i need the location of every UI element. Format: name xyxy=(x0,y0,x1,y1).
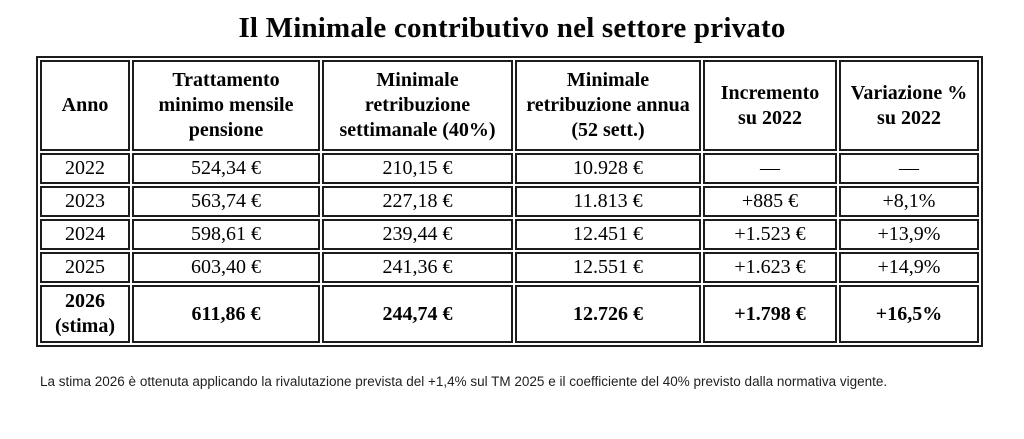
cell-variazione: +16,5% xyxy=(839,285,979,343)
cell-variazione: +8,1% xyxy=(839,186,979,217)
table-row-2022: 2022 524,34 € 210,15 € 10.928 € — — xyxy=(40,153,979,184)
header-incremento: Incremento su 2022 xyxy=(703,60,837,151)
cell-settimanale: 244,74 € xyxy=(322,285,513,343)
minimale-contributivo-table: Anno Trattamento minimo mensile pensione… xyxy=(36,56,983,347)
header-minimale-annua: Minimale retribuzione annua (52 sett.) xyxy=(515,60,701,151)
cell-anno: 2023 xyxy=(40,186,130,217)
cell-trattamento: 603,40 € xyxy=(132,252,320,283)
cell-settimanale: 239,44 € xyxy=(322,219,513,250)
cell-incremento: +1.523 € xyxy=(703,219,837,250)
header-variazione: Variazione % su 2022 xyxy=(839,60,979,151)
cell-trattamento: 598,61 € xyxy=(132,219,320,250)
table-header-row: Anno Trattamento minimo mensile pensione… xyxy=(40,60,979,151)
cell-variazione: — xyxy=(839,153,979,184)
cell-settimanale: 241,36 € xyxy=(322,252,513,283)
header-minimale-settimanale: Minimale retribuzione settimanale (40%) xyxy=(322,60,513,151)
cell-anno: 2022 xyxy=(40,153,130,184)
cell-annua: 12.451 € xyxy=(515,219,701,250)
cell-settimanale: 210,15 € xyxy=(322,153,513,184)
cell-anno: 2025 xyxy=(40,252,130,283)
cell-trattamento: 611,86 € xyxy=(132,285,320,343)
cell-incremento: — xyxy=(703,153,837,184)
cell-anno: 2024 xyxy=(40,219,130,250)
footnote-stima-2026: La stima 2026 è ottenuta applicando la r… xyxy=(40,374,888,389)
cell-variazione: +13,9% xyxy=(839,219,979,250)
cell-variazione: +14,9% xyxy=(839,252,979,283)
cell-annua: 10.928 € xyxy=(515,153,701,184)
cell-annua: 12.726 € xyxy=(515,285,701,343)
cell-incremento: +1.798 € xyxy=(703,285,837,343)
cell-trattamento: 524,34 € xyxy=(132,153,320,184)
header-trattamento-minimo: Trattamento minimo mensile pensione xyxy=(132,60,320,151)
cell-anno: 2026 (stima) xyxy=(40,285,130,343)
cell-incremento: +1.623 € xyxy=(703,252,837,283)
table-row-2026-stima: 2026 (stima) 611,86 € 244,74 € 12.726 € … xyxy=(40,285,979,343)
table-row-2023: 2023 563,74 € 227,18 € 11.813 € +885 € +… xyxy=(40,186,979,217)
cell-incremento: +885 € xyxy=(703,186,837,217)
table-row-2024: 2024 598,61 € 239,44 € 12.451 € +1.523 €… xyxy=(40,219,979,250)
cell-trattamento: 563,74 € xyxy=(132,186,320,217)
cell-settimanale: 227,18 € xyxy=(322,186,513,217)
table-row-2025: 2025 603,40 € 241,36 € 12.551 € +1.623 €… xyxy=(40,252,979,283)
cell-annua: 12.551 € xyxy=(515,252,701,283)
page-title: Il Minimale contributivo nel settore pri… xyxy=(238,12,786,44)
header-anno: Anno xyxy=(40,60,130,151)
cell-annua: 11.813 € xyxy=(515,186,701,217)
